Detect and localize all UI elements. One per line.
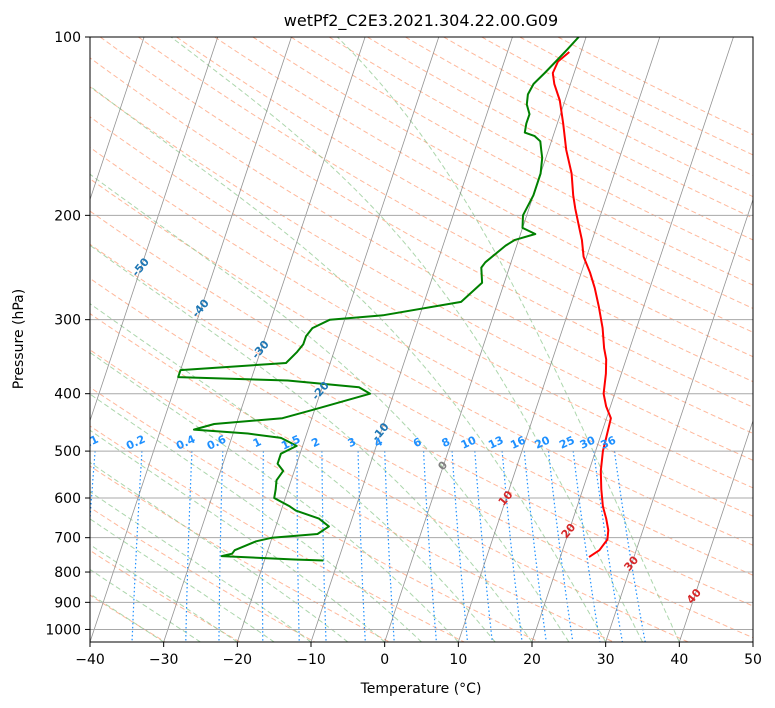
moist-adiabat bbox=[170, 37, 643, 642]
dry-adiabat bbox=[90, 57, 753, 434]
dry-adiabat bbox=[90, 277, 753, 639]
mixing-ratio-label: 25 bbox=[557, 434, 576, 452]
y-tick-label: 100 bbox=[54, 30, 81, 46]
dry-adiabat bbox=[481, 37, 753, 177]
isotherm-line bbox=[531, 37, 734, 642]
y-tick-label: 900 bbox=[54, 595, 81, 611]
dry-adiabat bbox=[90, 349, 614, 642]
dry-adiabat bbox=[90, 86, 753, 461]
mixing-ratio-label: 10 bbox=[459, 433, 479, 451]
moist-adiabat bbox=[90, 393, 422, 642]
dry-adiabat bbox=[99, 37, 753, 408]
moist-adiabat bbox=[90, 351, 459, 642]
moist-adiabat bbox=[90, 429, 386, 642]
moist-adiabat bbox=[90, 244, 533, 642]
isotherm-line bbox=[384, 37, 587, 642]
mixing-ratio-label: 13 bbox=[486, 434, 505, 452]
x-tick-label: 40 bbox=[670, 652, 688, 668]
dry-adiabat bbox=[90, 386, 540, 642]
moist-adiabat bbox=[337, 37, 680, 642]
isotherm-line bbox=[90, 37, 145, 201]
dry-adiabat bbox=[90, 116, 753, 489]
mixing-ratio-line bbox=[572, 451, 601, 642]
x-tick-label: −30 bbox=[149, 652, 179, 668]
isotherm-line bbox=[310, 37, 513, 642]
dry-adiabat bbox=[176, 37, 753, 358]
plot-frame bbox=[89, 36, 754, 643]
moist-adiabat bbox=[90, 173, 570, 642]
moist-adiabat bbox=[90, 85, 607, 642]
x-axis-label: Temperature (°C) bbox=[360, 681, 482, 697]
mixing-ratio-label: 0.1 bbox=[77, 433, 100, 453]
isotherm-line bbox=[678, 419, 753, 642]
moist-adiabat bbox=[90, 518, 275, 642]
mixing-ratio-line bbox=[547, 451, 574, 642]
moist-adiabat bbox=[90, 303, 496, 642]
isotherm-line bbox=[163, 37, 366, 642]
moist-adiabat bbox=[90, 568, 201, 642]
x-tick-label: −40 bbox=[75, 652, 105, 668]
x-tick-label: 30 bbox=[597, 652, 615, 668]
dry-adiabat bbox=[328, 37, 753, 263]
dry-adiabat bbox=[90, 506, 315, 642]
y-axis-label: Pressure (hPa) bbox=[11, 289, 27, 389]
x-tick-label: −20 bbox=[223, 652, 253, 668]
isotherm-line bbox=[90, 37, 292, 642]
y-tick-label: 1000 bbox=[45, 622, 81, 638]
y-tick-label: 800 bbox=[54, 565, 81, 581]
plot-background bbox=[90, 37, 753, 642]
grid-layer bbox=[90, 37, 753, 642]
x-tick-label: 10 bbox=[449, 652, 467, 668]
moist-adiabat bbox=[90, 593, 164, 642]
x-tick-label: 20 bbox=[523, 652, 541, 668]
dry-adiabat bbox=[252, 37, 753, 309]
y-tick-label: 200 bbox=[54, 208, 81, 224]
y-tick-label: 700 bbox=[54, 531, 81, 547]
isotherm-line bbox=[605, 198, 753, 642]
y-tick-label: 600 bbox=[54, 491, 81, 507]
isotherm-line bbox=[236, 37, 440, 642]
y-tick-label: 500 bbox=[54, 444, 81, 460]
dewpoint-profile bbox=[177, 37, 580, 562]
temperature-profile bbox=[551, 51, 612, 558]
isotherm-line bbox=[90, 37, 219, 423]
dry-adiabat bbox=[90, 243, 753, 607]
mixing-ratio-label: 36 bbox=[599, 433, 619, 451]
mixing-ratio-line bbox=[523, 451, 547, 642]
y-tick-label: 300 bbox=[54, 313, 81, 329]
y-tick-label: 400 bbox=[54, 387, 81, 403]
mixing-ratio-label: 30 bbox=[578, 433, 598, 451]
x-tick-label: 50 bbox=[744, 652, 762, 668]
data-layer bbox=[177, 37, 612, 562]
x-tick-label: 0 bbox=[380, 652, 389, 668]
dry-adiabat bbox=[90, 313, 689, 642]
dry-adiabat bbox=[405, 37, 753, 219]
dry-adiabat bbox=[90, 210, 753, 576]
mixing-ratio-line bbox=[593, 451, 623, 642]
x-tick-label: −10 bbox=[296, 652, 326, 668]
isotherm-line bbox=[457, 37, 661, 642]
dry-adiabat bbox=[90, 178, 753, 546]
mixing-ratio-line bbox=[613, 451, 646, 642]
moist-adiabat bbox=[90, 544, 238, 642]
mixing-ratio-label: 16 bbox=[508, 433, 528, 451]
chart-title: wetPf2_C2E3.2021.304.22.00.G09 bbox=[284, 11, 558, 31]
y-axis: 100 200 300 400 500 600 700 800 900 1000 bbox=[45, 30, 90, 638]
mixing-ratio-label: 20 bbox=[533, 433, 553, 451]
x-axis: −40 −30 −20 −10 0 10 20 30 40 50 bbox=[75, 642, 762, 668]
